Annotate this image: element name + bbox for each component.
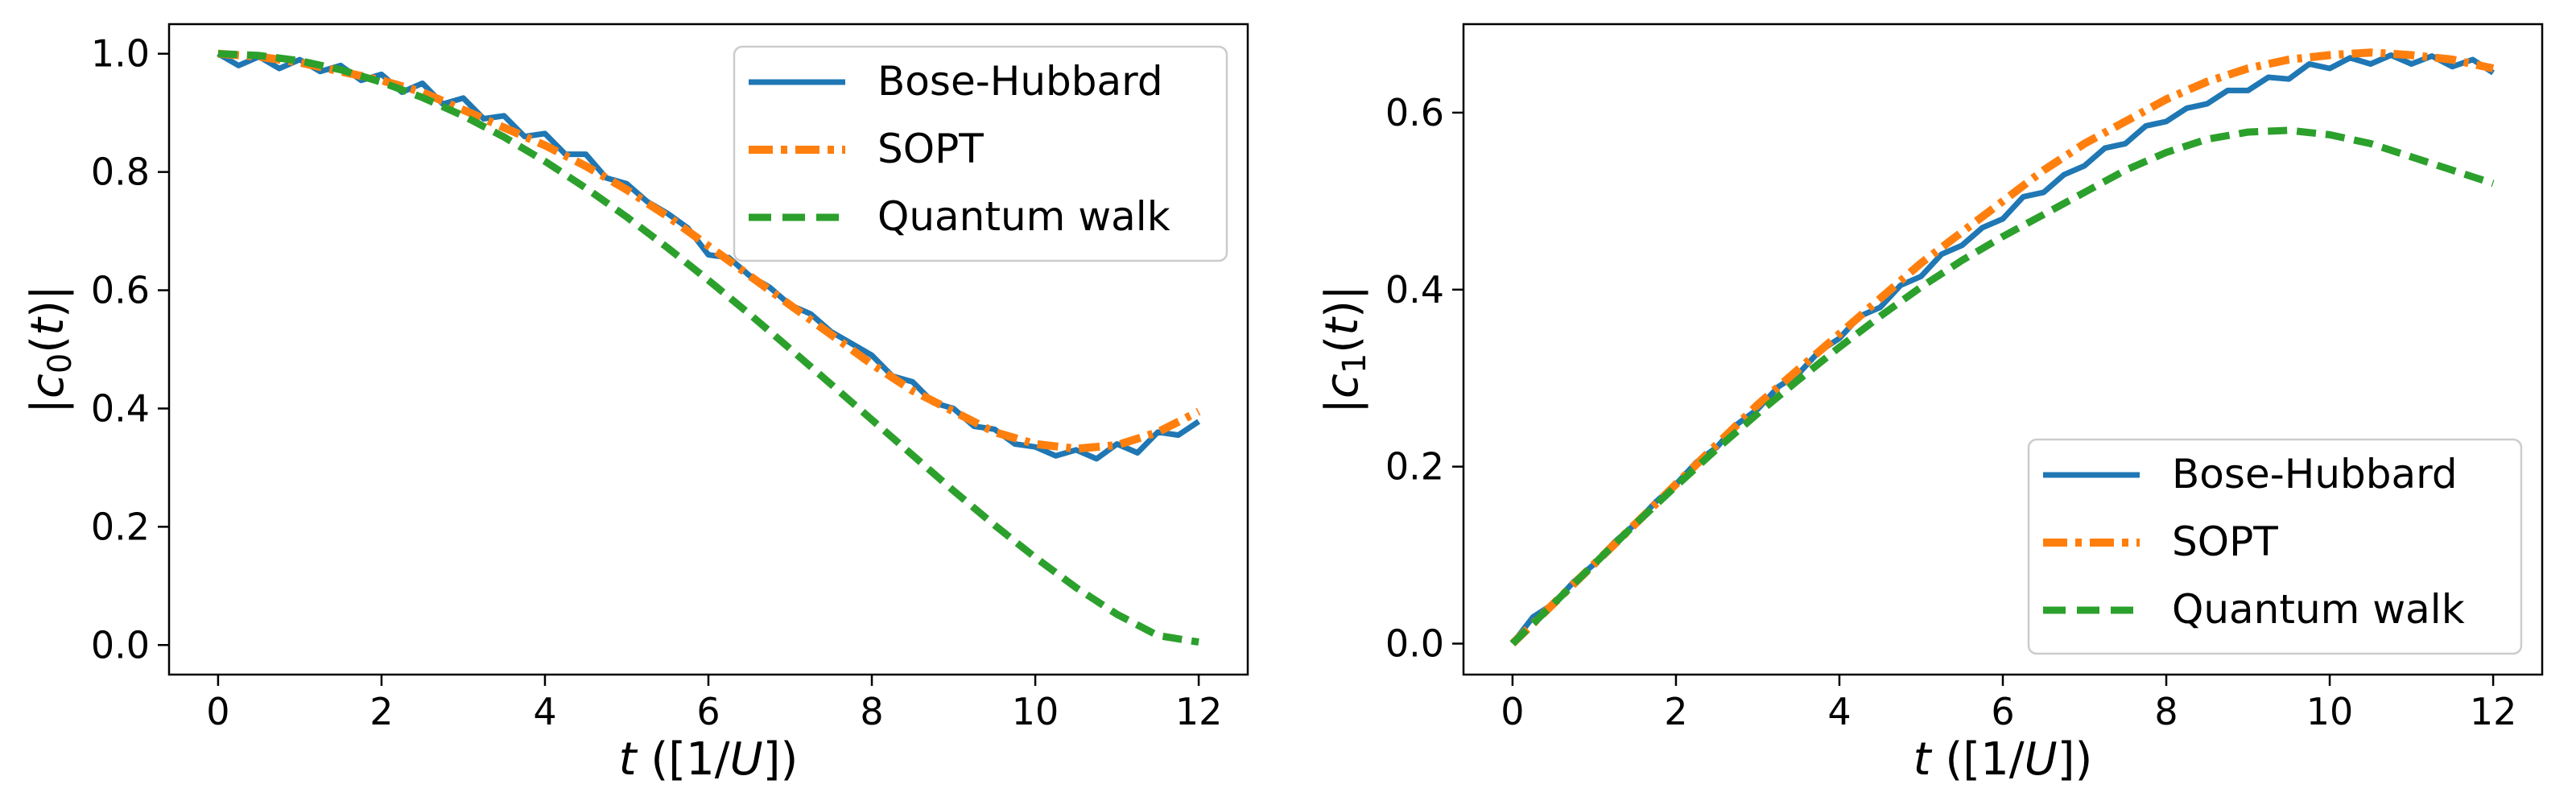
right-x-axis-label: t ([1/U]) bbox=[1913, 733, 2093, 786]
right-series-sopt bbox=[1509, 48, 2495, 647]
right-x-tick-label: 12 bbox=[2470, 690, 2517, 733]
right-x-tick-label: 4 bbox=[1827, 690, 1851, 733]
right-legend: Bose-Hubbard SOPT Quantum walk bbox=[2027, 438, 2523, 655]
left-y-tick-label: 0.8 bbox=[91, 151, 150, 194]
right-ticks: 0 2 4 6 8 10 12 0.0 0.2 0.4 0.6 bbox=[1385, 91, 2517, 733]
left-x-tick-label: 2 bbox=[369, 690, 393, 733]
left-series-sopt bbox=[217, 49, 1201, 453]
left-legend: Bose-Hubbard SOPT Quantum walk bbox=[733, 45, 1228, 262]
left-legend-label-bose-hubbard: Bose-Hubbard bbox=[877, 58, 1163, 105]
left-legend-box bbox=[733, 45, 1228, 262]
right-y-tick-label: 0.2 bbox=[1385, 445, 1444, 489]
right-legend-label-quantum-walk: Quantum walk bbox=[2172, 586, 2465, 633]
left-y-tick-label: 0.4 bbox=[91, 386, 150, 430]
left-plot-lines bbox=[217, 49, 1201, 646]
left-panel: 0 2 4 6 8 10 12 0.0 0.2 0.4 0.6 0.8 1.0 t ([1/U]) |c… bbox=[22, 23, 1249, 786]
left-x-axis-label: t ([1/U]) bbox=[619, 733, 799, 786]
right-x-tick-label: 8 bbox=[2154, 690, 2178, 733]
right-legend-label-sopt: SOPT bbox=[2172, 518, 2278, 565]
right-x-tick-label: 0 bbox=[1501, 690, 1524, 733]
left-y-tick-label: 1.0 bbox=[91, 32, 150, 76]
left-x-tick-label: 4 bbox=[533, 690, 556, 733]
left-series-bose-hubbard bbox=[217, 51, 1201, 462]
left-x-tick-label: 10 bbox=[1012, 690, 1059, 733]
left-legend-label-sopt: SOPT bbox=[877, 126, 984, 172]
right-x-tick-label: 2 bbox=[1664, 690, 1687, 733]
right-legend-box bbox=[2027, 438, 2523, 655]
right-plot-lines bbox=[1509, 48, 2496, 647]
left-x-tick-label: 0 bbox=[206, 690, 229, 733]
left-ticks: 0 2 4 6 8 10 12 0.0 0.2 0.4 0.6 0.8 1.0 bbox=[91, 32, 1223, 733]
right-legend-label-bose-hubbard: Bose-Hubbard bbox=[2172, 451, 2458, 497]
right-series-quantum-walk bbox=[1509, 126, 2495, 646]
right-x-tick-label: 6 bbox=[1991, 690, 2014, 733]
left-series-quantum-walk bbox=[217, 50, 1199, 646]
left-x-tick-label: 12 bbox=[1175, 690, 1223, 733]
left-x-tick-label: 6 bbox=[696, 690, 720, 733]
right-y-tick-label: 0.6 bbox=[1385, 91, 1444, 134]
right-y-tick-label: 0.4 bbox=[1385, 268, 1444, 312]
left-y-axis-label: |c0(t)| bbox=[22, 285, 79, 414]
left-x-tick-label: 8 bbox=[860, 690, 883, 733]
right-y-tick-label: 0.0 bbox=[1385, 622, 1444, 666]
left-y-tick-label: 0.2 bbox=[91, 505, 150, 548]
right-panel: 0 2 4 6 8 10 120.00.20.40.6 t ([1/U]) |c1(t)| … bbox=[1316, 23, 2544, 786]
right-y-axis-label: |c1(t)| bbox=[1316, 285, 1373, 414]
left-legend-label-quantum-walk: Quantum walk bbox=[877, 193, 1170, 240]
left-y-tick-label: 0.6 bbox=[91, 269, 150, 312]
left-y-tick-label: 0.0 bbox=[91, 623, 150, 667]
right-x-tick-label: 10 bbox=[2306, 690, 2354, 733]
